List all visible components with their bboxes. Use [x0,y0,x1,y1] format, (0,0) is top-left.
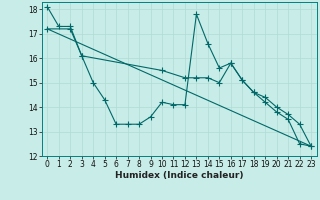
X-axis label: Humidex (Indice chaleur): Humidex (Indice chaleur) [115,171,244,180]
